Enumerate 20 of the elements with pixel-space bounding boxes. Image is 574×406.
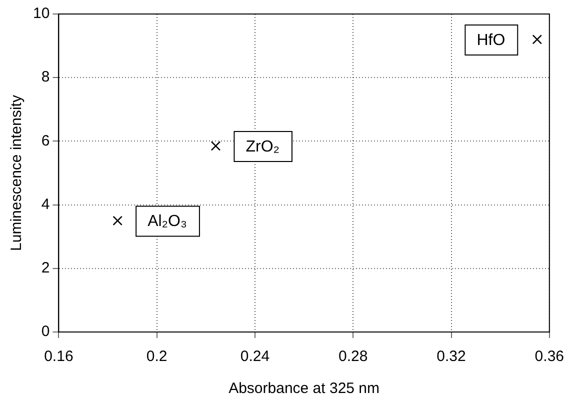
y-tick-label: 2 [41,260,50,277]
y-tick-label: 6 [41,132,50,150]
y-tick-label: 10 [32,5,50,22]
y-tick-label: 4 [41,196,50,213]
x-tick-label: 0.36 [534,348,564,366]
x-axis-title: Absorbance at 325 nm [228,380,380,398]
annotation: Al₂O₃ [148,213,187,230]
point [112,216,122,226]
y-axis-title: Luminescence intensity [8,94,26,251]
y-tick-label: 0 [41,323,50,340]
annotation: HfO [476,32,506,49]
x-tick-label: 0.16 [44,348,74,366]
x-tick-label: 0.32 [436,348,466,366]
point [210,141,221,151]
y-tick-label: 8 [41,68,50,86]
x-tick-label: 0.2 [146,348,168,366]
point [532,34,542,44]
x-tick-label: 0.24 [240,348,270,366]
annotation: ZrO₂ [246,138,280,156]
x-tick-label: 0.28 [338,348,368,366]
